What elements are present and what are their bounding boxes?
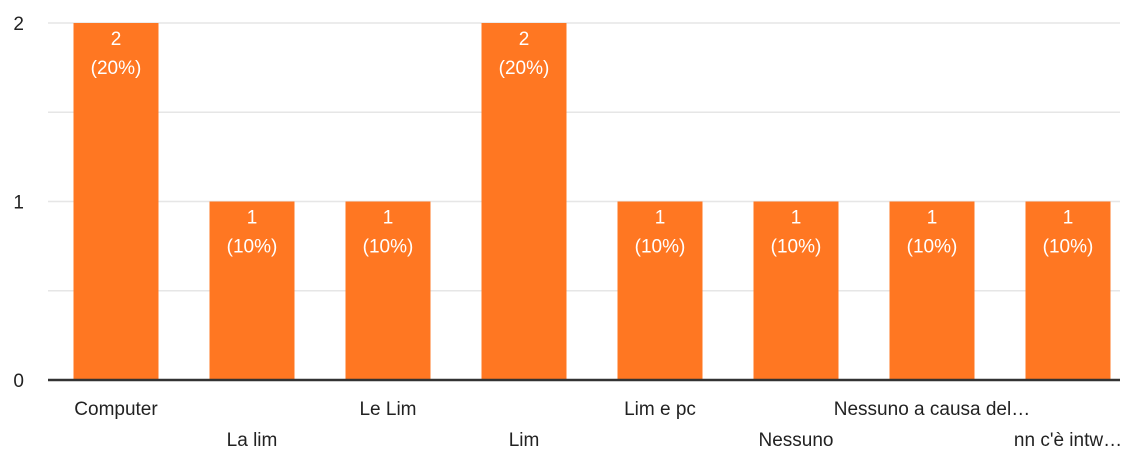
- category-label-6: Nessuno a causa del…: [834, 399, 1030, 420]
- bar-1: [209, 201, 295, 380]
- bar-percent-label-3: (20%): [499, 58, 550, 79]
- bar-5: [753, 201, 839, 380]
- category-label-4: Lim e pc: [624, 399, 696, 420]
- bar-percent-label-1: (10%): [227, 237, 278, 258]
- y-tick-label-0: 0: [13, 371, 24, 392]
- category-label-0: Computer: [74, 399, 158, 420]
- category-label-3: Lim: [509, 430, 540, 450]
- bar-value-label-5: 1: [791, 208, 802, 229]
- bar-percent-label-2: (10%): [363, 237, 414, 258]
- bar-percent-label-7: (10%): [1043, 237, 1094, 258]
- bar-0: [73, 23, 159, 380]
- bar-value-label-4: 1: [655, 208, 666, 229]
- bar-7: [1025, 201, 1111, 380]
- y-tick-label-2: 2: [13, 14, 24, 35]
- bar-4: [617, 201, 703, 380]
- bar-6: [889, 201, 975, 380]
- category-label-1: La lim: [227, 430, 278, 450]
- y-tick-label-1: 1: [13, 193, 24, 214]
- category-label-2: Le Lim: [359, 399, 416, 420]
- bar-percent-label-6: (10%): [907, 237, 958, 258]
- bar-value-label-7: 1: [1063, 208, 1074, 229]
- bar-value-label-1: 1: [247, 208, 258, 229]
- category-label-7: nn c'è intw…: [1014, 430, 1122, 450]
- bar-value-label-6: 1: [927, 208, 938, 229]
- bar-value-label-3: 2: [519, 29, 530, 50]
- bars-layer: [73, 23, 1111, 380]
- labels-layer: 0 1 2 2 (20%) Computer 1 (10%) La lim 1 (10%) Le Li…: [13, 14, 1122, 450]
- bar-percent-label-0: (20%): [91, 58, 142, 79]
- bar-value-label-0: 2: [111, 29, 122, 50]
- bar-2: [345, 201, 431, 380]
- category-label-5: Nessuno: [759, 430, 834, 450]
- bar-percent-label-5: (10%): [771, 237, 822, 258]
- bar-3: [481, 23, 567, 380]
- bar-percent-label-4: (10%): [635, 237, 686, 258]
- bar-value-label-2: 1: [383, 208, 394, 229]
